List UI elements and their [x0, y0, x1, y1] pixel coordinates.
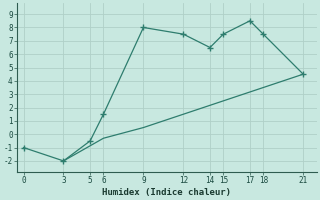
X-axis label: Humidex (Indice chaleur): Humidex (Indice chaleur)	[102, 188, 231, 197]
